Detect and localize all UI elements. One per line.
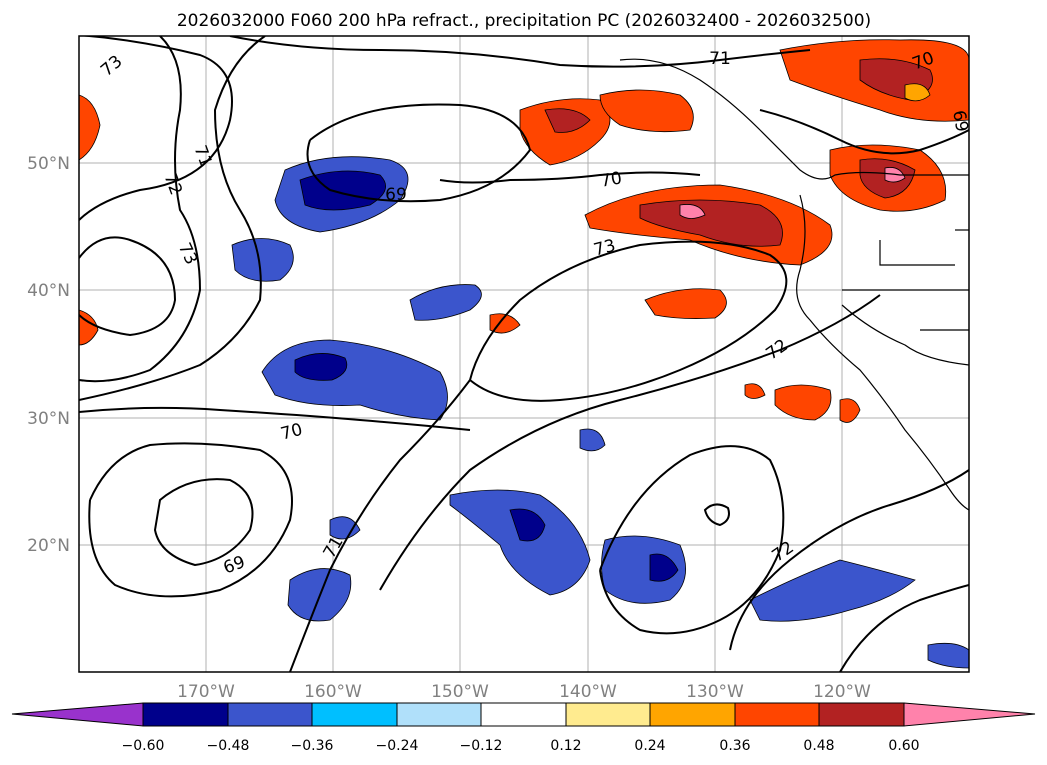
- contour-label: 69: [385, 185, 407, 205]
- colorbar-tick: 0.24: [634, 738, 665, 754]
- colorbar-segment: [565, 702, 651, 727]
- colorbar-tick: 0.60: [888, 738, 919, 754]
- lon-label: 150°W: [431, 682, 489, 702]
- lon-label: 170°W: [177, 682, 235, 702]
- colorbar-segment: [818, 702, 905, 727]
- negative-precip-regions: [231, 156, 969, 669]
- contour-labels: 73 71 72 73 69 70 71 70 69 73 72 70 69 7…: [97, 48, 971, 578]
- lat-label: 20°N: [27, 536, 70, 556]
- lon-label: 120°W: [813, 682, 871, 702]
- colorbar-segment: [311, 702, 398, 727]
- colorbar-segment: [480, 702, 567, 727]
- colorbar-segment: [11, 702, 144, 727]
- latitude-labels: 50°N 40°N 30°N 20°N: [27, 154, 70, 556]
- refractivity-contours: [79, 36, 969, 672]
- colorbar-tick: 0.36: [719, 738, 750, 754]
- colorbar-tick: 0.48: [803, 738, 834, 754]
- map-area: 73 71 72 73 69 70 71 70 69 73 72 70 69 7…: [78, 35, 971, 673]
- colorbar-segment: [396, 702, 482, 727]
- colorbar: [11, 702, 1036, 727]
- colorbar-segment: [649, 702, 736, 727]
- colorbar-segment: [903, 702, 1036, 727]
- colorbar-tick: −0.48: [207, 738, 250, 754]
- colorbar-tick: −0.36: [291, 738, 334, 754]
- contour-label: 70: [599, 168, 624, 191]
- lon-label: 160°W: [304, 682, 362, 702]
- map-frame: [78, 35, 970, 673]
- colorbar-tick: −0.12: [460, 738, 503, 754]
- lat-label: 50°N: [27, 154, 70, 174]
- colorbar-tick: −0.24: [376, 738, 419, 754]
- lon-label: 140°W: [559, 682, 617, 702]
- colorbar-segment: [227, 702, 313, 727]
- colorbar-tick: 0.12: [550, 738, 581, 754]
- longitude-labels: 170°W 160°W 150°W 140°W 130°W 120°W: [177, 682, 871, 702]
- lat-label: 40°N: [27, 281, 70, 301]
- figure-title: 2026032000 F060 200 hPa refract., precip…: [177, 11, 871, 31]
- contour-label: 69: [948, 109, 971, 134]
- colorbar-segment: [142, 702, 229, 727]
- coastlines: [619, 58, 969, 511]
- colorbar-segment: [734, 702, 820, 727]
- lat-label: 30°N: [27, 409, 70, 429]
- lon-label: 130°W: [686, 682, 744, 702]
- positive-precip-regions: [79, 39, 969, 423]
- colorbar-ticks: −0.60 −0.48 −0.36 −0.24 −0.12 0.12 0.24 …: [122, 738, 920, 754]
- contour-label: 71: [709, 49, 731, 69]
- colorbar-tick: −0.60: [122, 738, 165, 754]
